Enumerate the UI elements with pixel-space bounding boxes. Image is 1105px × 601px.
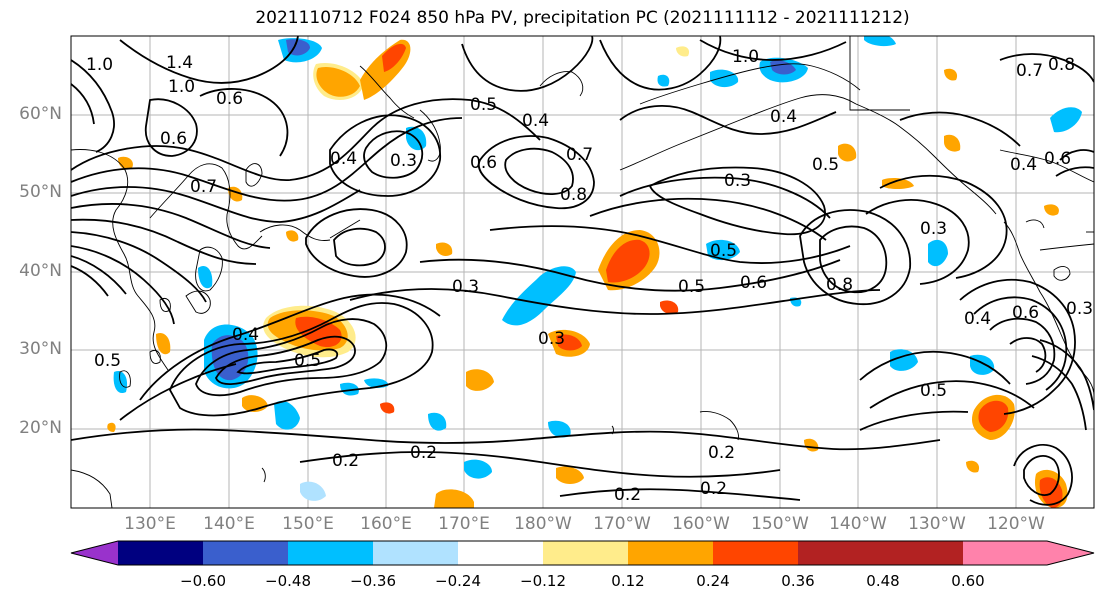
colorbar-tick-label: −0.60: [180, 572, 226, 590]
contour-label: 1.0: [86, 55, 113, 75]
contour-label: 0.5: [710, 241, 737, 261]
colorbar-segment: [118, 541, 203, 565]
lat-label: 30°N: [19, 339, 62, 359]
contour-label: 0.4: [232, 325, 259, 345]
lon-label: 170°W: [593, 514, 651, 534]
contour-label: 0.4: [770, 107, 797, 127]
colorbar-segment: [543, 541, 628, 565]
contour-label: 0.5: [812, 155, 839, 175]
contour-label: 1.4: [166, 53, 193, 73]
map-frame: [70, 35, 1095, 509]
lat-label: 60°N: [19, 104, 62, 124]
contour-label: 0.8: [560, 185, 587, 205]
lat-label: 40°N: [19, 261, 62, 281]
colorbar-segment: [288, 541, 373, 565]
contour-labels: 1.0 1.4 1.0 0.6 0.6 0.7 0.4 0.3 0.5 0.4 …: [86, 47, 1093, 505]
colorbar-tick-label: 0.60: [951, 572, 985, 590]
lon-label: 130°W: [908, 514, 966, 534]
contour-label: 1.0: [732, 47, 759, 67]
colorbar-segment: [373, 541, 458, 565]
contour-label: 0.3: [724, 171, 751, 191]
contour-label: 0.6: [1044, 149, 1071, 169]
colorbar-segment: [713, 541, 798, 565]
contour-label: 0.4: [1010, 155, 1037, 175]
pv-contours: [71, 36, 1094, 506]
colorbar-tick-label: 0.12: [611, 572, 645, 590]
lon-label: 140°E: [203, 514, 255, 534]
colorbar-outline: [70, 540, 1095, 566]
lon-label: 130°E: [124, 514, 176, 534]
contour-label: 0.8: [826, 275, 853, 295]
lon-label: 180°W: [514, 514, 572, 534]
contour-label: 0.2: [700, 479, 727, 499]
contour-label: 0.4: [330, 149, 357, 169]
colorbar-tick-label: 0.48: [866, 572, 900, 590]
colorbar-segment: [798, 541, 883, 565]
contour-label: 0.7: [566, 145, 593, 165]
contour-label: 0.6: [740, 273, 767, 293]
lat-label: 50°N: [19, 182, 62, 202]
colorbar-tick-label: 0.36: [781, 572, 815, 590]
colorbar-segment: [963, 541, 1047, 565]
colorbar-segment: [883, 541, 963, 565]
contour-label: 0.5: [294, 351, 321, 371]
colorbar-tick-label: −0.48: [265, 572, 311, 590]
contour-label: 0.3: [1066, 299, 1093, 319]
contour-label: 0.2: [332, 451, 359, 471]
lon-label: 120°W: [987, 514, 1045, 534]
contour-label: 0.6: [160, 129, 187, 149]
contour-label: 0.3: [538, 329, 565, 349]
colorbar-tick-label: −0.24: [435, 572, 481, 590]
contour-label: 0.6: [470, 153, 497, 173]
lon-label: 150°E: [282, 514, 334, 534]
contour-label: 0.7: [190, 177, 217, 197]
contour-label: 0.4: [964, 309, 991, 329]
colorbar: [70, 540, 1095, 566]
contour-label: 0.2: [614, 485, 641, 505]
contour-label: 0.5: [920, 381, 947, 401]
contour-label: 0.5: [470, 95, 497, 115]
contour-label: 0.3: [390, 151, 417, 171]
lon-label: 140°W: [829, 514, 887, 534]
lon-label: 160°W: [672, 514, 730, 534]
contour-label: 0.4: [522, 111, 549, 131]
contour-label: 0.6: [216, 89, 243, 109]
contour-label: 0.5: [678, 277, 705, 297]
contour-label: 0.2: [410, 443, 437, 463]
contour-label: 0.3: [920, 219, 947, 239]
colorbar-tick-label: 0.24: [696, 572, 730, 590]
contour-label: 0.8: [1048, 55, 1075, 75]
lon-label: 160°E: [360, 514, 412, 534]
contour-label: 1.0: [168, 77, 195, 97]
contour-label: 0.2: [708, 443, 735, 463]
colorbar-tick-label: −0.36: [350, 572, 396, 590]
lat-label: 20°N: [19, 418, 62, 438]
colorbar-segment: [458, 541, 543, 565]
lon-label: 170°E: [438, 514, 490, 534]
contour-label: 0.5: [94, 351, 121, 371]
colorbar-tick-label: −0.12: [520, 572, 566, 590]
contour-label: 0.3: [452, 277, 479, 297]
lon-label: 150°W: [751, 514, 809, 534]
contour-label: 0.6: [1012, 303, 1039, 323]
map-title: 2021110712 F024 850 hPa PV, precipitatio…: [255, 8, 910, 28]
colorbar-extend-low: [71, 541, 118, 565]
colorbar-segment: [203, 541, 288, 565]
colorbar-extend-high: [1047, 541, 1094, 565]
colorbar-segment: [628, 541, 713, 565]
contour-label: 0.7: [1016, 61, 1043, 81]
